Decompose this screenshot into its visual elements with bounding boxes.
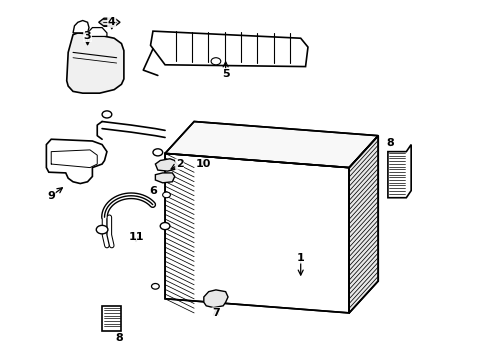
- Text: 6: 6: [149, 186, 157, 195]
- Text: 5: 5: [222, 69, 229, 79]
- Polygon shape: [388, 145, 411, 198]
- Polygon shape: [88, 28, 107, 36]
- Text: 3: 3: [84, 31, 91, 41]
- Text: 8: 8: [115, 333, 123, 343]
- Polygon shape: [102, 306, 122, 330]
- Polygon shape: [349, 136, 378, 313]
- Polygon shape: [150, 31, 308, 67]
- Circle shape: [211, 58, 221, 65]
- Text: 8: 8: [387, 138, 394, 148]
- Circle shape: [102, 111, 112, 118]
- Polygon shape: [47, 139, 107, 184]
- Polygon shape: [67, 33, 124, 93]
- Polygon shape: [165, 153, 349, 313]
- Circle shape: [151, 283, 159, 289]
- Polygon shape: [155, 159, 177, 171]
- Text: 7: 7: [212, 308, 220, 318]
- Circle shape: [153, 149, 163, 156]
- Circle shape: [160, 222, 170, 230]
- Polygon shape: [98, 18, 120, 26]
- Text: 1: 1: [297, 253, 305, 263]
- Text: 11: 11: [128, 232, 144, 242]
- Polygon shape: [165, 122, 378, 168]
- Polygon shape: [73, 21, 89, 33]
- Text: 2: 2: [176, 159, 183, 169]
- Circle shape: [96, 225, 108, 234]
- Text: 4: 4: [108, 17, 116, 27]
- Text: 10: 10: [196, 159, 212, 169]
- Polygon shape: [204, 290, 228, 307]
- Circle shape: [163, 192, 171, 198]
- Text: 9: 9: [47, 191, 55, 201]
- Polygon shape: [155, 173, 175, 183]
